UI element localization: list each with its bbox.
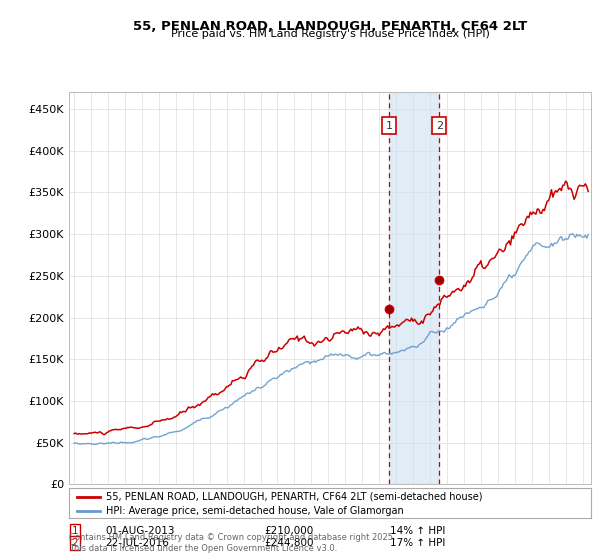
Text: Price paid vs. HM Land Registry's House Price Index (HPI): Price paid vs. HM Land Registry's House …	[170, 29, 490, 39]
Text: £210,000: £210,000	[264, 526, 313, 536]
Text: £244,800: £244,800	[264, 538, 314, 548]
Text: 1: 1	[385, 121, 392, 131]
Text: 2: 2	[71, 538, 79, 548]
Text: HPI: Average price, semi-detached house, Vale of Glamorgan: HPI: Average price, semi-detached house,…	[106, 506, 403, 516]
Text: 22-JUL-2016: 22-JUL-2016	[105, 538, 169, 548]
Bar	[389, 92, 439, 484]
Text: 01-AUG-2013: 01-AUG-2013	[105, 526, 175, 536]
Text: 1: 1	[71, 526, 79, 536]
Text: 14% ↑ HPI: 14% ↑ HPI	[390, 526, 445, 536]
Text: 55, PENLAN ROAD, LLANDOUGH, PENARTH, CF64 2LT: 55, PENLAN ROAD, LLANDOUGH, PENARTH, CF6…	[133, 20, 527, 32]
Text: 2: 2	[436, 121, 443, 131]
Text: 55, PENLAN ROAD, LLANDOUGH, PENARTH, CF64 2LT (semi-detached house): 55, PENLAN ROAD, LLANDOUGH, PENARTH, CF6…	[106, 492, 482, 502]
Text: Contains HM Land Registry data © Crown copyright and database right 2025.
This d: Contains HM Land Registry data © Crown c…	[69, 533, 395, 553]
Text: 17% ↑ HPI: 17% ↑ HPI	[390, 538, 445, 548]
